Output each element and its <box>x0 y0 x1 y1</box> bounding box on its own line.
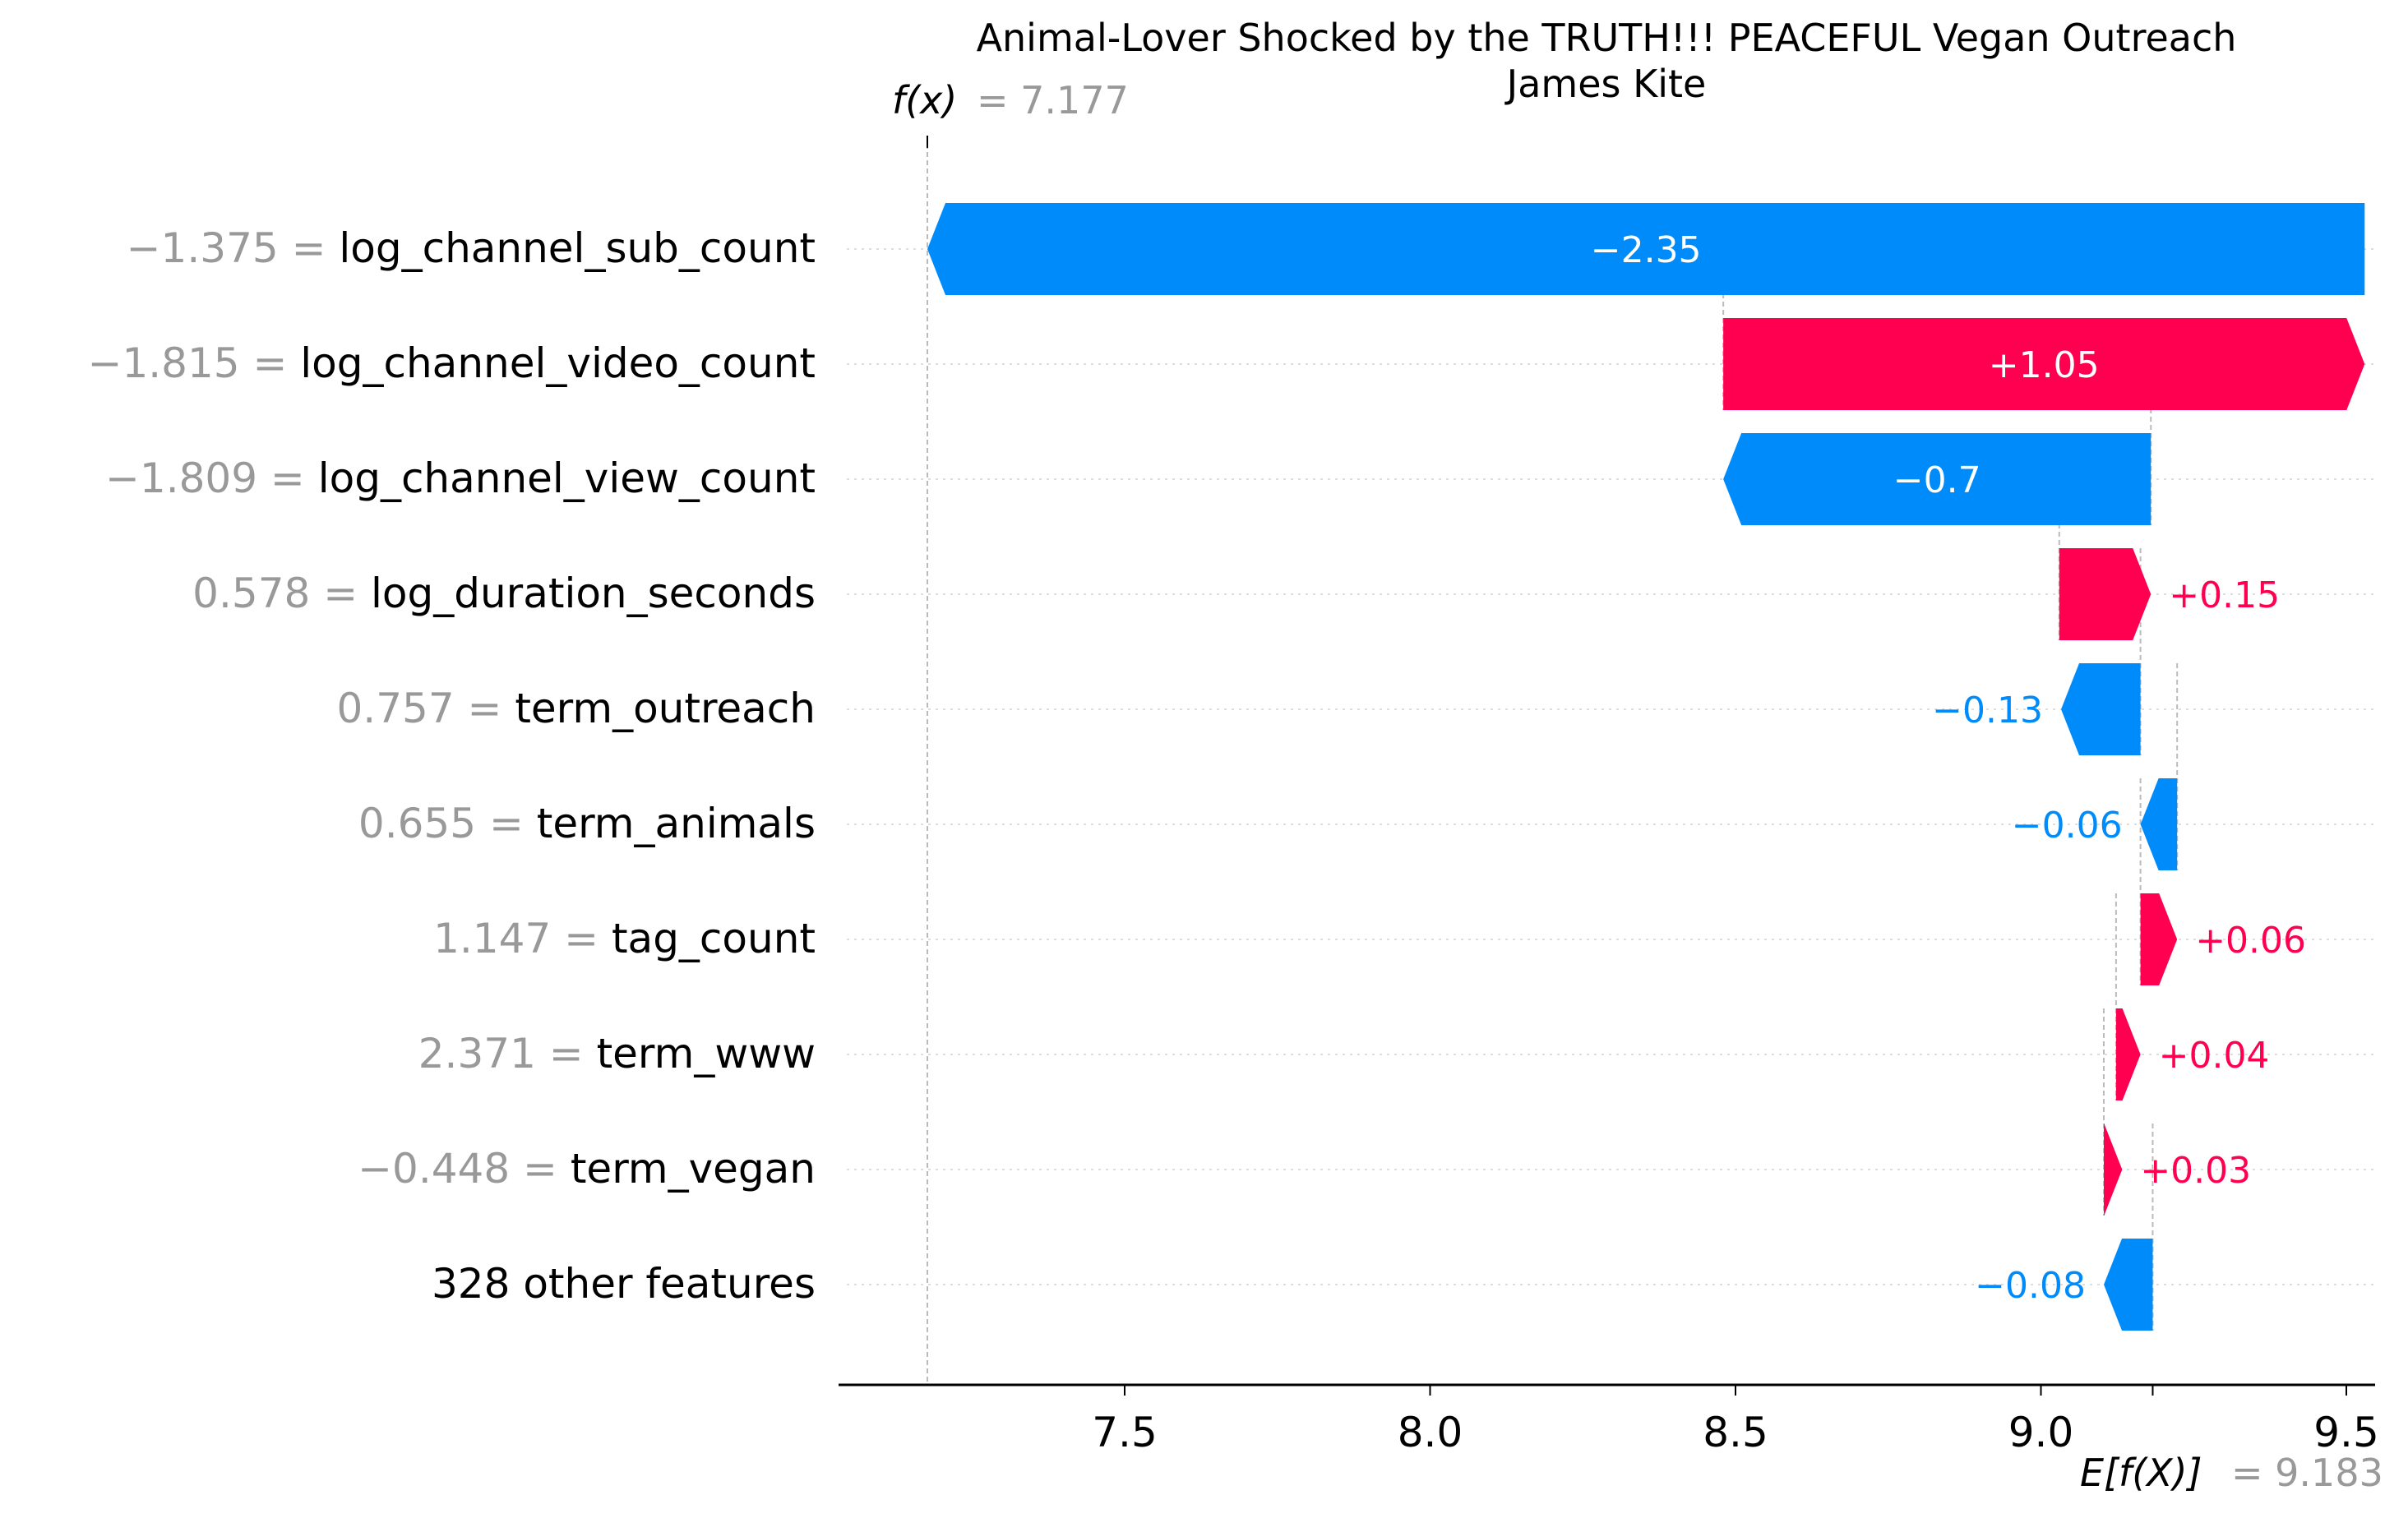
feature-name: term_vegan <box>571 1145 816 1193</box>
bar-log-channel-sub-count <box>927 203 2365 295</box>
feature-name: term_animals <box>537 800 816 847</box>
feature-name: log_duration_seconds <box>371 570 816 617</box>
x-tick-label: 8.5 <box>1703 1409 1768 1456</box>
bar-tag-count <box>2140 893 2178 985</box>
feature-value: 0.655 = <box>358 800 537 847</box>
x-tick-label: 9.5 <box>2313 1409 2379 1456</box>
feature-name: 328 other features <box>432 1260 816 1308</box>
feature-label: 2.371 = term_www <box>418 1030 816 1077</box>
bar-value-label: −2.35 <box>1591 229 1702 271</box>
bar-value-label: +1.05 <box>1989 344 2100 386</box>
fx-value: = 7.177 <box>977 78 1129 122</box>
feature-name: log_channel_video_count <box>300 339 816 387</box>
ex-label: E[f(X)] <box>2080 1451 2202 1495</box>
bar-log-channel-video-count <box>1723 318 2365 410</box>
bar-value-label: +0.06 <box>2195 920 2306 962</box>
feature-label: 1.147 = tag_count <box>433 915 816 962</box>
feature-value: 1.147 = <box>433 915 612 962</box>
feature-name: term_www <box>597 1030 816 1077</box>
bar-log-duration-seconds <box>2059 548 2151 640</box>
feature-value: −1.809 = <box>105 454 318 502</box>
feature-label: 328 other features <box>432 1260 816 1308</box>
feature-label: 0.655 = term_animals <box>358 800 816 847</box>
bar-value-label: +0.04 <box>2159 1035 2270 1077</box>
feature-label: 0.757 = term_outreach <box>336 685 816 732</box>
bar-term-animals <box>2140 778 2178 870</box>
fx-label: f(x) <box>892 78 957 122</box>
feature-name: log_channel_sub_count <box>339 224 816 272</box>
feature-label: −1.815 = log_channel_video_count <box>88 339 816 387</box>
bar-value-label: −0.7 <box>1893 459 1981 501</box>
feature-value: 0.757 = <box>336 685 515 732</box>
feature-value: −1.375 = <box>127 224 340 272</box>
bar-term-www <box>2115 1008 2141 1100</box>
x-tick-label: 8.0 <box>1398 1409 1463 1456</box>
feature-value: −0.448 = <box>358 1145 571 1193</box>
feature-label: 0.578 = log_duration_seconds <box>192 570 816 617</box>
chart-title-line1: Animal-Lover Shocked by the TRUTH!!! PEA… <box>977 16 2237 60</box>
bar-value-label: −0.06 <box>2012 805 2123 847</box>
bar-value-label: +0.03 <box>2140 1150 2251 1192</box>
ex-value: = 9.183 <box>2231 1451 2383 1495</box>
bar-value-label: −0.08 <box>1975 1265 2086 1307</box>
feature-name: term_outreach <box>515 685 816 732</box>
feature-value: −1.815 = <box>88 339 301 387</box>
feature-value: 0.578 = <box>192 570 371 617</box>
feature-value: 2.371 = <box>418 1030 597 1077</box>
bar-term-outreach <box>2061 663 2141 755</box>
chart-title-line2: James Kite <box>1504 62 1707 106</box>
bar-log-channel-view-count <box>1723 433 2151 525</box>
bar-328-other-features <box>2104 1239 2153 1331</box>
feature-label: −0.448 = term_vegan <box>358 1145 816 1193</box>
feature-label: −1.375 = log_channel_sub_count <box>127 224 816 272</box>
bar-term-vegan <box>2104 1124 2123 1216</box>
feature-name: tag_count <box>612 915 816 962</box>
x-tick-label: 7.5 <box>1092 1409 1158 1456</box>
bar-value-label: −0.13 <box>1932 690 2043 731</box>
bar-value-label: +0.15 <box>2169 574 2280 616</box>
feature-name: log_channel_view_count <box>318 454 816 502</box>
feature-label: −1.809 = log_channel_view_count <box>105 454 816 502</box>
x-tick-label: 9.0 <box>2008 1409 2074 1456</box>
